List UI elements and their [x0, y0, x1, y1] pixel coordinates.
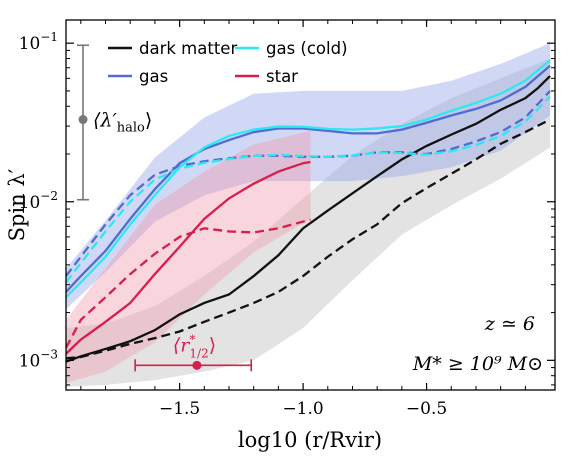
y-tick-label: 10−2: [19, 189, 58, 213]
r-half-point: [192, 360, 202, 370]
dark-matter-band: [66, 58, 551, 387]
legend-label-dark-matter: dark matter: [139, 39, 237, 58]
legend: dark matter gas gas (cold) star: [108, 39, 348, 86]
legend-label-gas: gas: [139, 67, 168, 86]
star-band: [66, 130, 311, 383]
dark-matter-dashed-line: [66, 118, 551, 360]
x-tick-label: −1.0: [282, 399, 323, 419]
series-lines: [66, 59, 551, 363]
x-tick-label: −0.5: [406, 399, 447, 419]
r-half-label: ⟨r* 1/2⟩: [173, 332, 216, 360]
plot-frame: [65, 19, 556, 391]
legend-label-star: star: [266, 67, 298, 86]
y-tick-label: 10−3: [19, 347, 58, 371]
gas-solid-line: [66, 64, 551, 293]
y-axis-label: Spin λ′: [5, 168, 29, 241]
confidence-bands: [66, 43, 551, 387]
gas-cold-solid-line: [66, 59, 551, 299]
redshift-annotation: z ≃ 6: [484, 313, 535, 335]
legend-label-gas-cold: gas (cold): [266, 39, 348, 58]
dark-matter-solid-line: [66, 75, 551, 363]
gas-cold-dashed-line: [66, 95, 551, 284]
x-axis-ticks: −1.5 −1.0 −0.5: [80, 20, 526, 419]
x-tick-label: −1.5: [159, 399, 200, 419]
y-axis-ticks: 10−3 10−2 10−1: [19, 30, 555, 386]
stellar-mass-annotation: M* ≥ 10⁹ M⊙: [412, 353, 543, 375]
halo-label: ⟨λ′halo⟩: [93, 110, 152, 136]
y-tick-label: 10−1: [19, 30, 58, 54]
markers: ⟨λ′halo⟩ ⟨r* 1/2⟩: [77, 44, 253, 372]
gas-band: [66, 43, 551, 310]
star-solid-line: [66, 160, 311, 355]
x-axis-label: log10 (r/Rvir): [238, 428, 382, 452]
halo-point: [78, 115, 88, 125]
